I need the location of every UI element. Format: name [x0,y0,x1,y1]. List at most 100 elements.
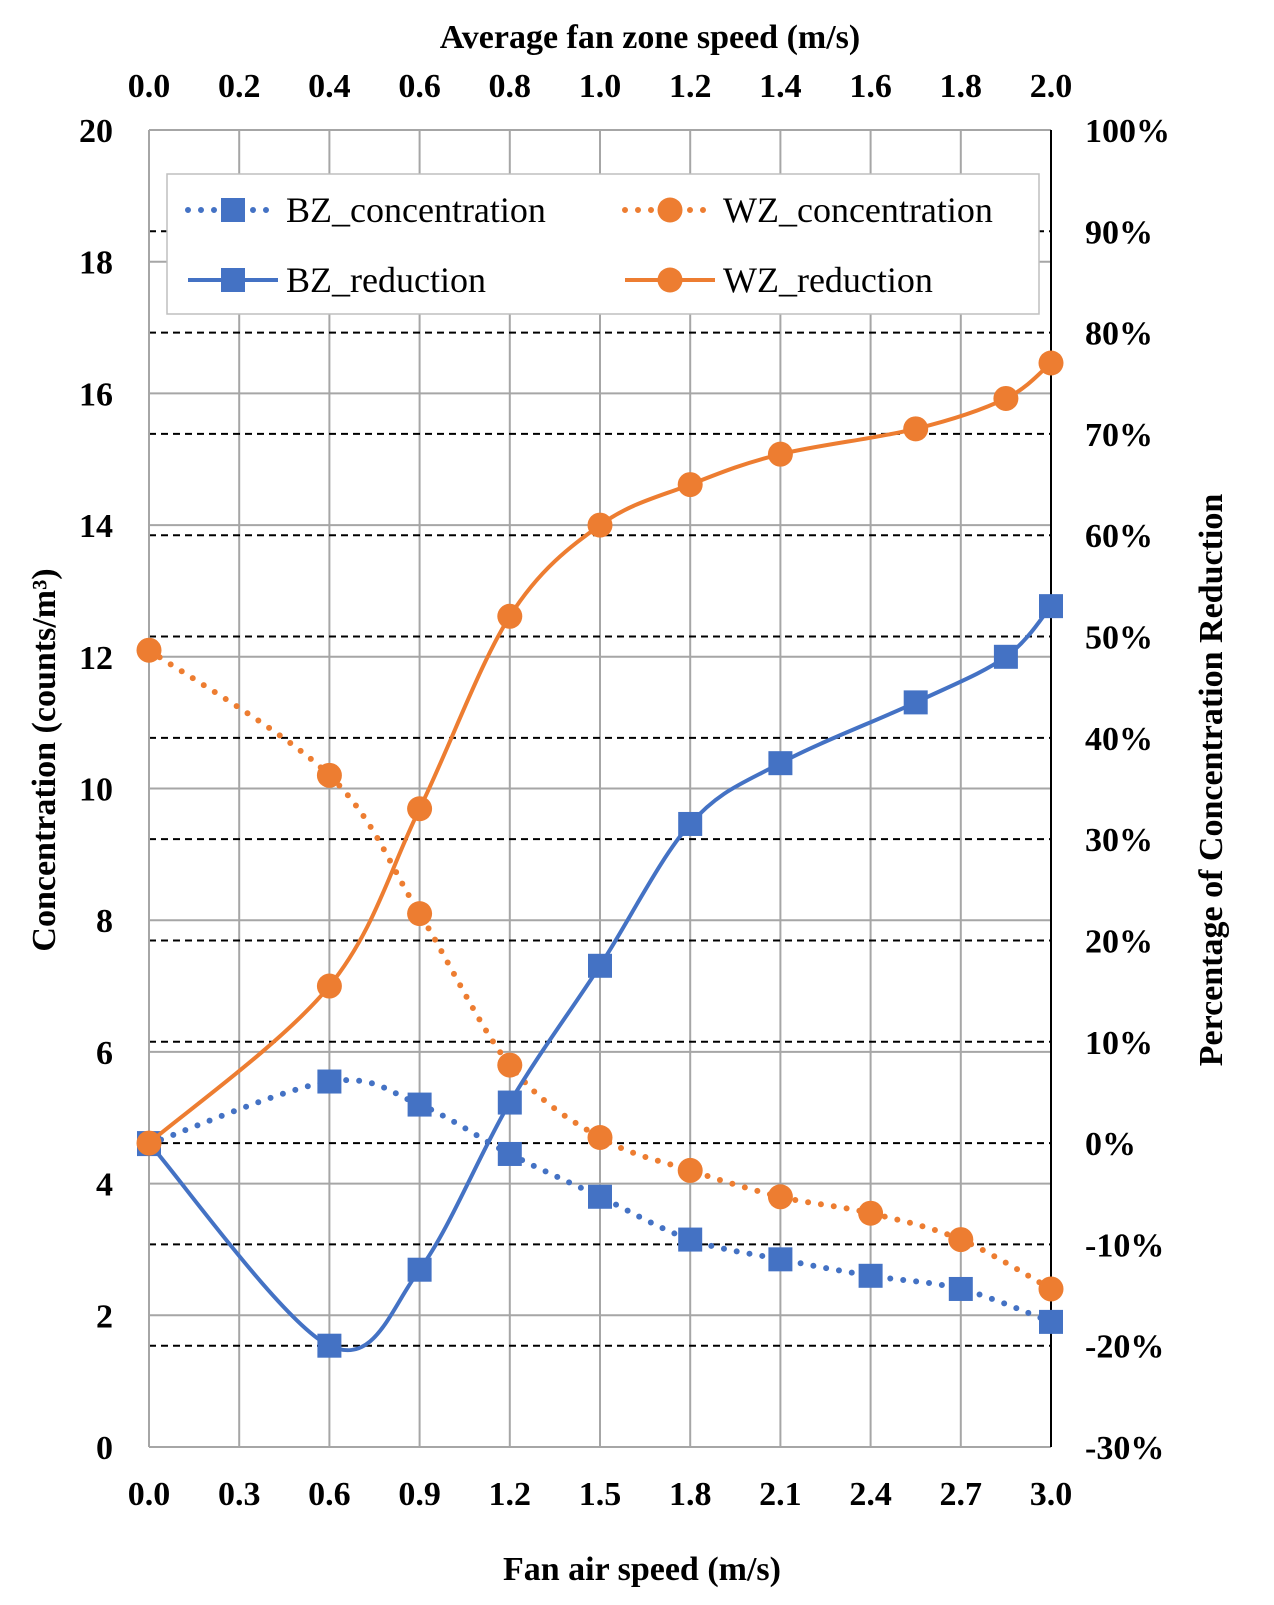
y-axis-title-right: Percentage of Concentration Reduction [1193,494,1230,1067]
data-point-wz-reduction [767,441,793,467]
x-axis-title-bottom: Fan air speed (m/s) [503,1551,781,1588]
data-point-wz-reduction [993,385,1019,411]
data-point-bz-concentration [588,1184,612,1209]
y-left-tick-label: 4 [96,1167,113,1204]
data-point-wz-concentration [767,1184,793,1210]
series-wz-reduction [136,350,1064,1156]
x-top-tick-label: 1.2 [669,68,712,105]
data-point-bz-concentration [407,1092,432,1117]
y-left-tick-label: 6 [96,1035,113,1072]
data-point-wz-reduction [587,512,613,538]
x-top-tick-label: 0.0 [128,68,171,105]
x-axis-title-top: Average fan zone speed (m/s) [440,19,861,56]
y-right-tick-label: 40% [1085,721,1153,758]
y-left-tick-label: 16 [79,376,113,413]
y-right-tick-label: 100% [1085,113,1170,150]
data-point-wz-concentration [316,762,342,788]
data-point-bz-concentration [678,1227,703,1252]
x-top-tick-label: 1.8 [940,68,983,105]
data-point-wz-concentration [948,1227,974,1253]
series-line-bz-concentration [146,1077,1054,1325]
axis-layer: 0.0 0.3 0.6 0.9 1.2 1.5 1.8 2.1 2.4 2.7 3.0 0.0 0.2 0… [79,68,1170,1513]
y-right-tick-label: 0% [1085,1126,1136,1163]
x-top-tick-label: 2.0 [1030,68,1073,105]
data-point-wz-concentration [677,1157,703,1183]
legend: BZ_concentration WZ_concentration BZ_reduc… [166,173,1040,315]
x-bottom-tick-label: 0.9 [398,1476,441,1513]
data-point-bz-concentration [497,1141,522,1166]
legend-marker-wz-reduction [657,267,683,293]
legend-item-bz-concentration: BZ_concentration [185,190,546,230]
series-wz-concentration [136,637,1064,1302]
x-top-tick-label: 1.6 [849,68,892,105]
data-point-wz-reduction [903,416,929,442]
legend-label-bz-reduction: BZ_reduction [286,260,486,300]
x-bottom-tick-label: 0.3 [218,1476,261,1513]
y-left-tick-label: 12 [79,640,113,677]
x-top-tick-label: 0.6 [398,68,441,105]
legend-box [166,173,1040,315]
x-top-tick-label: 0.8 [489,68,532,105]
legend-label-wz-reduction: WZ_reduction [723,260,933,300]
legend-item-wz-concentration: WZ_concentration [622,190,993,230]
y-right-tick-label: 30% [1085,822,1153,859]
data-point-bz-reduction [678,811,703,836]
legend-label-wz-concentration: WZ_concentration [723,190,993,230]
y-left-tick-label: 0 [96,1430,113,1467]
data-point-bz-concentration [768,1247,793,1272]
y-right-tick-label: 80% [1085,316,1153,353]
y-right-tick-label: 10% [1085,1025,1153,1062]
data-point-bz-reduction [317,1333,342,1358]
x-top-tick-label: 0.4 [308,68,351,105]
data-point-bz-reduction [588,953,612,978]
y-left-tick-label: 18 [79,245,113,282]
y-right-tick-label: -20% [1085,1329,1164,1366]
y-right-tick-label: -10% [1085,1227,1164,1264]
data-point-wz-concentration [858,1200,884,1226]
y-axis-title-left: Concentration (counts/m³) [26,568,63,951]
x-bottom-tick-label: 2.4 [849,1476,892,1513]
x-top-tick-label: 1.4 [759,68,802,105]
data-point-bz-reduction [407,1257,432,1282]
x-top-tick-label: 0.2 [218,68,261,105]
data-point-wz-reduction [497,603,523,629]
data-point-bz-reduction [768,751,793,776]
data-point-bz-concentration [948,1276,973,1301]
y-left-tick-label: 10 [79,772,113,809]
x-bottom-tick-label: 0.6 [308,1476,351,1513]
x-bottom-tick-label: 3.0 [1030,1476,1073,1513]
y-left-tick-label: 20 [79,113,113,150]
x-bottom-tick-label: 0.0 [128,1476,171,1513]
data-point-wz-concentration [407,901,433,927]
x-bottom-tick-label: 2.1 [759,1476,802,1513]
data-point-bz-concentration [317,1069,342,1094]
y-left-tick-label: 8 [96,903,113,940]
data-point-bz-reduction [903,690,928,715]
legend-label-bz-concentration: BZ_concentration [286,190,546,230]
x-top-tick-label: 1.0 [579,68,622,105]
series-bz-concentration [137,1069,1063,1334]
x-bottom-tick-label: 1.2 [489,1476,532,1513]
data-point-bz-reduction [993,644,1018,669]
x-bottom-tick-label: 2.7 [940,1476,983,1513]
data-point-wz-concentration [1038,1276,1064,1302]
data-point-wz-concentration [587,1125,613,1151]
legend-marker-bz-concentration [221,198,245,222]
y-right-tick-label: 90% [1085,214,1153,251]
data-point-bz-reduction [1039,594,1063,619]
data-point-wz-concentration [136,637,162,663]
legend-marker-wz-concentration [657,197,683,223]
y-left-tick-label: 14 [79,508,113,545]
data-point-wz-concentration [497,1052,523,1078]
data-point-wz-reduction [316,973,342,999]
data-point-wz-reduction [136,1130,162,1156]
legend-item-bz-reduction: BZ_reduction [188,260,486,300]
y-right-tick-label: 60% [1085,518,1153,555]
legend-marker-bz-reduction [221,268,245,292]
y-right-tick-label: 50% [1085,620,1153,657]
data-point-wz-reduction [677,472,703,498]
y-left-tick-label: 2 [96,1298,113,1335]
data-point-wz-reduction [407,796,433,822]
